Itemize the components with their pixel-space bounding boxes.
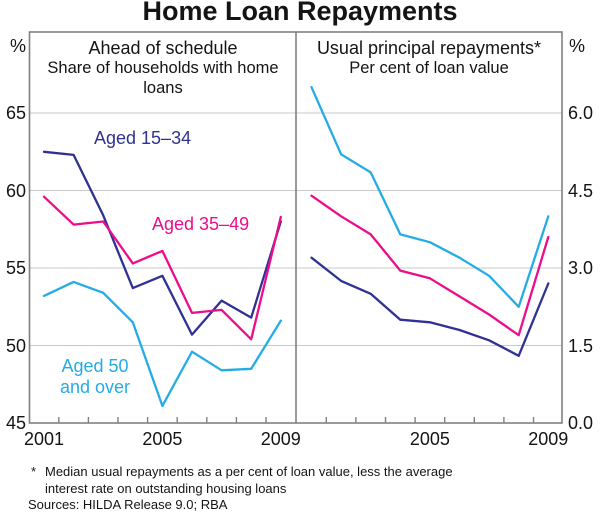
x-tick-label: 2005 <box>142 429 183 449</box>
chart-title: Home Loan Repayments <box>142 0 458 26</box>
series-line-aged-35-49 <box>42 195 282 341</box>
right-panel-subtitle: Per cent of loan value <box>349 59 509 77</box>
y-tick-label-left: 45 <box>5 413 26 433</box>
series-label-aged-15-34: Aged 15–34 <box>94 128 192 148</box>
series-line-aged-15-34 <box>42 150 282 336</box>
y-tick-label-right: 4.5 <box>568 180 594 201</box>
x-tick-label: 2009 <box>260 429 301 449</box>
footnote-text: Median usual repayments as a per cent of… <box>45 464 453 496</box>
y-tick-label-left: 55 <box>5 258 26 278</box>
left-axis-unit: % <box>9 36 26 56</box>
y-tick-label-right: 3.0 <box>568 258 594 278</box>
sources-line: Sources: HILDA Release 9.0; RBA <box>28 497 228 512</box>
footnote: * Median usual repayments as a per cent … <box>31 463 501 497</box>
y-tick-label-right: 1.5 <box>568 335 594 356</box>
right-panel-header: Usual principal repayments* Per cent of … <box>296 38 562 78</box>
series-label-aged-50-over: Aged 50 and over <box>59 356 131 397</box>
series-label-aged-35-49: Aged 35–49 <box>152 214 250 234</box>
x-tick-label: 2005 <box>409 429 450 449</box>
left-panel-title: Ahead of schedule <box>88 38 238 58</box>
plot-canvas <box>28 31 563 424</box>
y-tick-label-left: 50 <box>5 335 26 356</box>
series-line-aged-15-34 <box>310 256 550 357</box>
left-panel-header: Ahead of schedule Share of households wi… <box>30 38 296 98</box>
y-tick-label-right: 0.0 <box>568 413 594 433</box>
footnote-marker: * <box>31 464 37 479</box>
series-line-aged-35-49 <box>310 194 550 337</box>
y-tick-label-left: 65 <box>5 103 26 123</box>
y-tick-label-right: 6.0 <box>568 103 594 123</box>
y-tick-label-left: 60 <box>5 180 26 201</box>
left-panel-subtitle: Share of households with home loans <box>47 59 279 97</box>
right-axis-unit: % <box>569 36 586 56</box>
chart-area: % % Ahead of schedule Share of household… <box>5 31 594 449</box>
x-tick-label: 2001 <box>23 429 65 449</box>
series-line-aged-50-and-over <box>310 86 550 308</box>
right-panel-title: Usual principal repayments* <box>316 38 542 58</box>
series-line-aged-50-and-over <box>42 280 282 408</box>
x-tick-label: 2009 <box>528 429 569 449</box>
